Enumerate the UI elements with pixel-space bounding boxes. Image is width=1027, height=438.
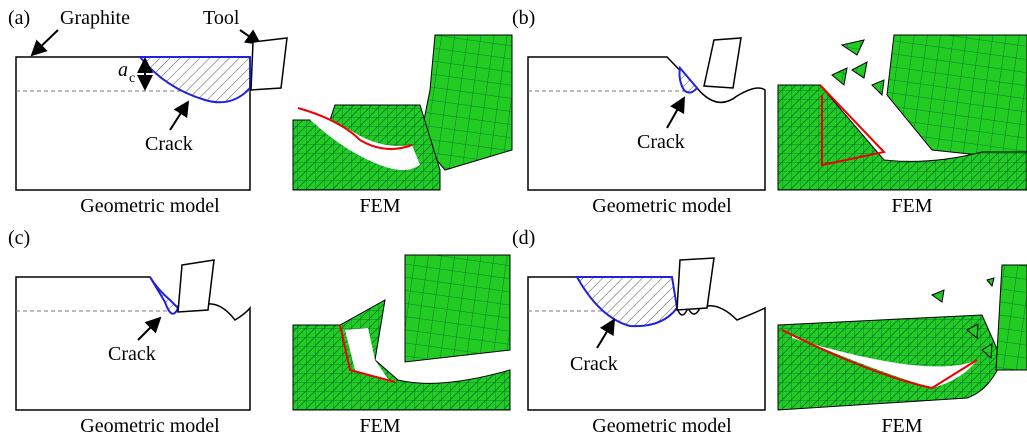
fem-tool <box>996 265 1027 370</box>
tool <box>677 258 714 310</box>
fem-tool <box>887 35 1027 160</box>
caption: Geometric model <box>80 195 220 217</box>
fem-fragment <box>832 40 884 95</box>
crack-label: Crack <box>108 343 156 365</box>
panel-label: (a) <box>8 7 30 29</box>
caption: Geometric model <box>80 415 220 437</box>
panel-label: (c) <box>8 227 30 249</box>
caption: FEM <box>881 415 922 437</box>
crack-label: Crack <box>637 131 685 153</box>
figure: (a) Graphite Tool a c Crack Geometric mo… <box>0 0 1027 438</box>
crack-label: Crack <box>145 133 193 155</box>
fem-tool <box>405 255 510 362</box>
tool <box>178 260 214 312</box>
panel-d: (d) Crack Geometric model FEM <box>512 227 1027 437</box>
panel-c: (c) Crack Geometric model FEM <box>8 227 510 437</box>
tool <box>704 38 741 88</box>
tool <box>251 38 287 90</box>
depth-subscript: c <box>129 71 135 86</box>
panel-label: (b) <box>512 7 535 29</box>
panel-a: (a) Graphite Tool a c Crack Geometric mo… <box>8 7 512 217</box>
caption: Geometric model <box>592 415 732 437</box>
caption: FEM <box>891 195 932 217</box>
panel-b: (b) Crack Geometric model FEM <box>512 7 1027 217</box>
caption: FEM <box>359 415 400 437</box>
crack-label: Crack <box>570 353 618 375</box>
arrow <box>32 30 58 55</box>
panel-label: (d) <box>512 227 535 249</box>
caption: FEM <box>359 195 400 217</box>
caption: Geometric model <box>592 195 732 217</box>
workpiece-label: Graphite <box>60 7 130 29</box>
depth-symbol: a <box>118 59 128 81</box>
tool-label: Tool <box>203 7 240 29</box>
